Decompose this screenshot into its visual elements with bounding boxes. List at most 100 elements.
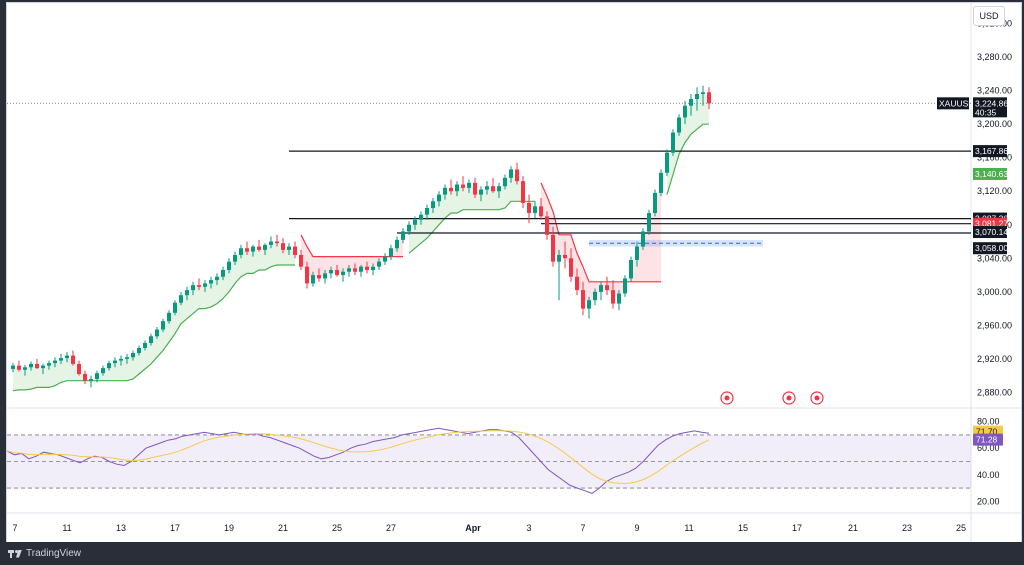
candle-body (299, 254, 303, 267)
candle-body (161, 321, 165, 330)
candle-body (341, 271, 345, 276)
candle-body (53, 360, 57, 364)
price-axis: 3,320.003,280.003,240.003,200.003,160.00… (937, 19, 1012, 506)
candle-body (203, 283, 207, 287)
y-tick-label: 3,200.00 (977, 119, 1012, 129)
price-tag: 3,058.00 (975, 243, 1008, 253)
last-price-tag: 3,224.86 (975, 98, 1008, 108)
candle-body (491, 186, 495, 192)
candle-body (479, 189, 483, 195)
candle-body (281, 243, 285, 250)
currency-label[interactable]: USD (973, 6, 1005, 26)
candle-body (497, 186, 501, 192)
y-tick-label: 3,040.00 (977, 253, 1012, 263)
candle-body (95, 373, 99, 380)
candle-body (389, 248, 393, 257)
rsi-value-tag: 71.28 (976, 435, 998, 445)
tradingview-brand[interactable]: TradingView (8, 548, 81, 559)
price-tag-bg (973, 226, 1007, 239)
x-tick-label: 17 (170, 523, 180, 533)
x-tick-label: 3 (526, 523, 531, 533)
candle-body (155, 329, 159, 337)
last-price-tag-bg (973, 97, 1007, 118)
candle-body (329, 270, 333, 274)
candle-body (293, 246, 297, 255)
candle-body (635, 246, 639, 260)
candle-body (215, 276, 219, 281)
x-tick-label: 23 (902, 523, 912, 533)
candle-body (227, 261, 231, 271)
candle-body (197, 285, 201, 287)
candle-body (569, 258, 573, 277)
x-tick-label: 21 (848, 523, 858, 533)
candle-body (575, 276, 579, 291)
rsi-ma-line (7, 430, 710, 484)
y-tick-label: 2,920.00 (977, 354, 1012, 364)
candle-body (695, 93, 699, 100)
candle-body (581, 290, 585, 309)
candle-body (239, 248, 243, 255)
candle-body (107, 363, 111, 369)
candle-body (449, 187, 453, 192)
candle-body (545, 216, 549, 235)
x-tick-label: 7 (12, 523, 17, 533)
x-tick-label: 9 (634, 523, 639, 533)
y-tick-label: 3,120.00 (977, 186, 1012, 196)
candle-body (509, 169, 513, 178)
x-tick-label: Apr (465, 523, 481, 533)
candle-body (617, 293, 621, 304)
rsi-y-tick-label: 60.00 (977, 443, 1000, 453)
uptrend-line (408, 200, 535, 254)
candle-body (383, 256, 387, 262)
candle-body (485, 186, 489, 190)
candle-body (335, 270, 339, 276)
candle-body (605, 285, 609, 291)
x-tick-label: 27 (386, 523, 396, 533)
candle-body (221, 270, 225, 277)
candle-body (83, 373, 87, 381)
price-tag: 3,070.14 (975, 227, 1008, 237)
rsi-ma-tag: 71.70 (976, 427, 998, 437)
candle-body (689, 99, 693, 106)
candle-body (41, 365, 45, 369)
candle-body (437, 194, 441, 202)
candle-body (11, 365, 15, 369)
candle-body (47, 363, 51, 366)
candle-body (623, 278, 627, 294)
candle-body (263, 244, 267, 250)
candle-body (365, 266, 369, 271)
candle-body (587, 300, 591, 309)
y-tick-label: 2,880.00 (977, 387, 1012, 397)
candle-body (245, 248, 249, 252)
price-tag-bg (973, 167, 1007, 180)
rsi-band (7, 434, 971, 489)
y-tick-label: 2,960.00 (977, 320, 1012, 330)
candle-body (317, 275, 321, 279)
candle-body (503, 177, 507, 187)
x-tick-label: 25 (332, 523, 342, 533)
candle-body (671, 132, 675, 153)
uptrend-fill (13, 242, 295, 391)
countdown-tag: 40:35 (975, 107, 997, 117)
candle-body (515, 169, 519, 182)
candle-body (557, 254, 561, 262)
price-chart[interactable]: 3,320.003,280.003,240.003,200.003,160.00… (7, 3, 1021, 543)
x-tick-label: 21 (278, 523, 288, 533)
x-tick-label: 11 (62, 523, 71, 533)
candle-body (89, 379, 93, 381)
candle-body (257, 246, 261, 250)
x-tick-label: 25 (956, 523, 966, 533)
candle-body (593, 291, 597, 301)
candle-body (551, 234, 555, 262)
candle-body (113, 360, 117, 364)
brand-name: TradingView (26, 548, 82, 559)
candle-body (659, 172, 663, 193)
economic-events (720, 391, 824, 405)
candle-body (131, 353, 135, 358)
lightning-event-icon-dot (724, 395, 730, 401)
candle-body (305, 266, 309, 284)
candle-body (521, 181, 525, 203)
candle-body (443, 187, 447, 195)
x-tick-label: 13 (116, 523, 126, 533)
candle-body (71, 355, 75, 364)
